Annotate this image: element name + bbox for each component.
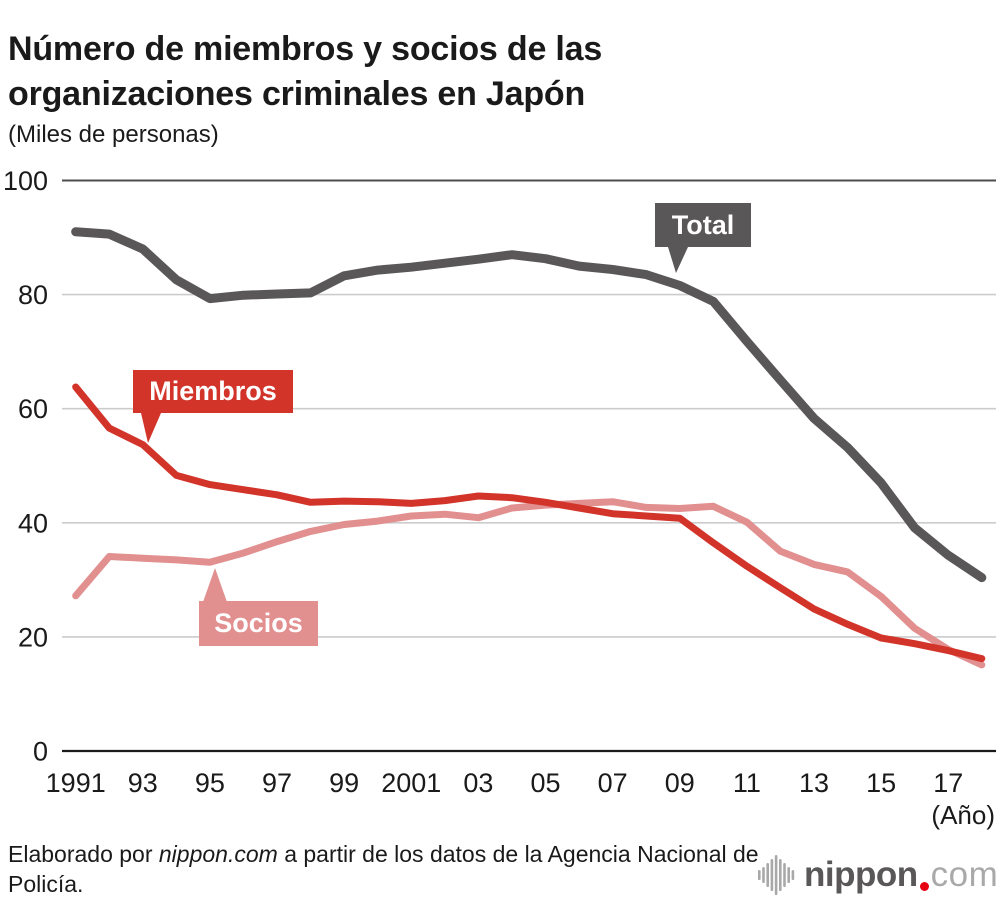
x-tick-label: 1991 <box>46 768 106 798</box>
y-tick-label: 80 <box>18 280 48 310</box>
chart-title-line2: organizaciones criminales en Japón <box>8 74 586 113</box>
total-series-label-text: Total <box>671 210 735 240</box>
x-axis-suffix-label: (Año) <box>931 800 995 830</box>
series-line-miembros <box>72 383 986 663</box>
x-tick-label: 93 <box>128 768 158 798</box>
total-series-label: Total <box>655 203 751 273</box>
nippon-logo: nippon com <box>758 849 998 901</box>
y-axis-tick-labels: 0 20 40 60 80 100 <box>3 166 48 767</box>
series-line-total <box>71 227 987 583</box>
series-line-socios <box>72 498 986 669</box>
x-tick-label: 2001 <box>381 768 441 798</box>
x-tick-label: 03 <box>463 768 493 798</box>
x-tick-label: 17 <box>933 768 963 798</box>
x-tick-label: 99 <box>329 768 359 798</box>
logo-tld: com <box>930 855 999 894</box>
source-note-suffix: a partir de los datos de la Agencia Naci… <box>8 841 759 897</box>
x-tick-label: 11 <box>733 768 761 798</box>
x-tick-label: 07 <box>598 768 628 798</box>
logo-wordmark: nippon <box>804 855 918 894</box>
x-tick-label: 09 <box>665 768 695 798</box>
x-axis-tick-labels: 1991 93 95 97 99 2001 03 05 07 09 11 13 15 17 <box>46 768 964 798</box>
y-tick-label: 20 <box>18 622 48 652</box>
x-tick-label: 15 <box>866 768 896 798</box>
y-axis-unit-label: (Miles de personas) <box>8 121 219 148</box>
logo-dot <box>919 882 929 891</box>
source-note: Elaborado por nippon.com a partir de los… <box>8 839 768 899</box>
x-tick-label: 05 <box>531 768 561 798</box>
chart-title: Número de miembros y socios de las organi… <box>8 27 602 117</box>
miembros-series-label-text: Miembros <box>149 376 277 406</box>
gridlines <box>62 179 996 753</box>
x-tick-label: 95 <box>195 768 225 798</box>
y-tick-label: 60 <box>18 394 48 424</box>
x-tick-label: 13 <box>799 768 829 798</box>
y-tick-label: 0 <box>33 737 48 767</box>
socios-series-label-text: Socios <box>214 608 303 638</box>
socios-series-label: Socios <box>199 568 318 646</box>
y-tick-label: 100 <box>3 166 48 196</box>
y-tick-label: 40 <box>18 508 48 538</box>
source-note-brand: nippon.com <box>158 841 278 867</box>
miembros-series-label: Miembros <box>133 370 293 443</box>
source-note-prefix: Elaborado por <box>8 841 159 867</box>
chart-title-line1: Número de miembros y socios de las <box>8 29 603 68</box>
sound-wave-icon <box>758 855 795 895</box>
x-tick-label: 97 <box>262 768 292 798</box>
